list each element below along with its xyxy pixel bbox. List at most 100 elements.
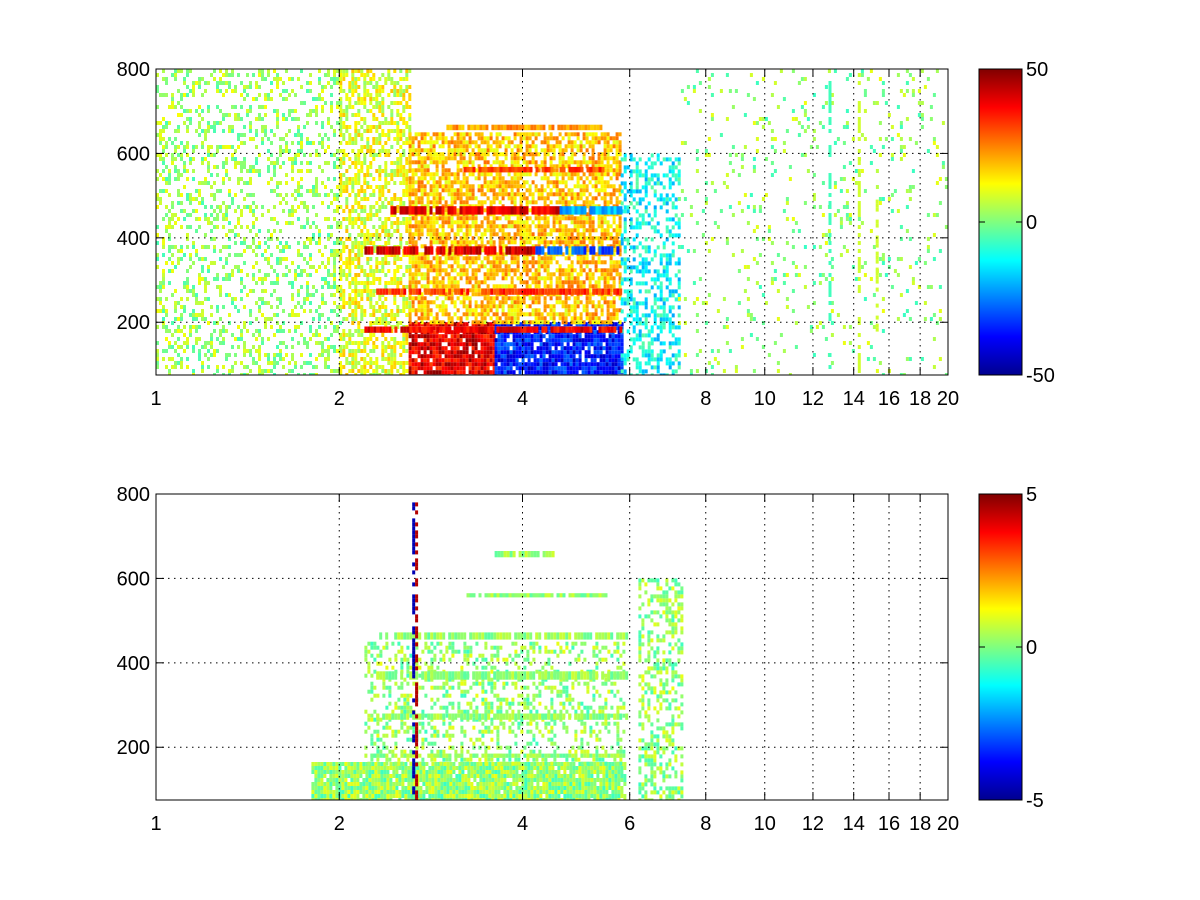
- heatmap-cell: [342, 297, 346, 301]
- heatmap-cell: [402, 189, 406, 193]
- heatmap-cell: [528, 172, 532, 177]
- heatmap-cell: [375, 269, 379, 273]
- heatmap-cell: [369, 81, 373, 85]
- heatmap-cell: [450, 248, 454, 253]
- heatmap-cell: [492, 312, 496, 317]
- heatmap-cell: [276, 121, 279, 125]
- heatmap-cell: [186, 285, 189, 289]
- heatmap-cell: [189, 333, 192, 337]
- heatmap-cell: [261, 213, 264, 217]
- heatmap-cell: [429, 300, 433, 305]
- heatmap-cell: [393, 261, 397, 265]
- heatmap-cell: [309, 241, 312, 245]
- heatmap-cell: [477, 370, 481, 375]
- heatmap-cell: [309, 253, 312, 257]
- heatmap-cell: [228, 369, 231, 373]
- heatmap-cell: [165, 349, 168, 353]
- heatmap-cell: [399, 165, 403, 169]
- heatmap-cell: [513, 268, 517, 273]
- heatmap-cell: [435, 184, 439, 189]
- heatmap-cell: [513, 304, 517, 309]
- heatmap-cell: [279, 153, 282, 157]
- heatmap-cell: [381, 365, 385, 369]
- heatmap-cell: [533, 338, 537, 343]
- heatmap-cell: [492, 232, 496, 237]
- heatmap-cell: [228, 221, 231, 225]
- heatmap-cell: [417, 256, 421, 261]
- heatmap-cell: [486, 346, 490, 351]
- heatmap-cell: [435, 168, 439, 173]
- heatmap-cell: [444, 312, 448, 317]
- heatmap-cell: [177, 177, 180, 181]
- heatmap-cell: [492, 196, 496, 201]
- heatmap-cell: [201, 265, 204, 269]
- heatmap-cell: [525, 188, 529, 193]
- heatmap-cell: [162, 273, 165, 277]
- heatmap-cell: [453, 196, 457, 201]
- heatmap-cell: [384, 177, 388, 181]
- heatmap-cell: [207, 349, 210, 353]
- heatmap-cell: [288, 281, 291, 285]
- heatmap-cell: [180, 173, 183, 177]
- heatmap-cell: [312, 365, 315, 369]
- heatmap-cell: [357, 345, 361, 349]
- heatmap-cell: [506, 334, 510, 339]
- heatmap-cell: [381, 313, 385, 317]
- heatmap-cell: [483, 362, 487, 367]
- heatmap-cell: [438, 366, 442, 371]
- heatmap-cell: [477, 136, 481, 141]
- heatmap-cell: [426, 354, 430, 359]
- heatmap-cell: [342, 181, 346, 185]
- heatmap-cell: [441, 236, 445, 241]
- heatmap-cell: [300, 269, 303, 273]
- heatmap-cell: [441, 224, 445, 229]
- heatmap-cell: [189, 69, 192, 73]
- heatmap-cell: [525, 152, 529, 157]
- heatmap-cell: [279, 229, 282, 233]
- heatmap-cell: [444, 288, 448, 293]
- heatmap-cell: [279, 77, 282, 81]
- heatmap-cell: [444, 240, 448, 245]
- heatmap-cell: [291, 161, 294, 165]
- heatmap-cell: [506, 366, 510, 371]
- heatmap-cell: [291, 209, 294, 213]
- heatmap-cell: [417, 252, 421, 257]
- heatmap-cell: [444, 366, 448, 371]
- heatmap-cell: [432, 338, 436, 343]
- heatmap-cell: [174, 105, 177, 109]
- heatmap-cell: [264, 369, 267, 373]
- heatmap-cell: [363, 341, 367, 345]
- heatmap-cell: [156, 169, 159, 173]
- heatmap-cell: [504, 184, 508, 189]
- heatmap-cell: [447, 188, 451, 193]
- heatmap-cell: [243, 241, 246, 245]
- heatmap-cell: [171, 269, 174, 273]
- heatmap-cell: [360, 309, 364, 313]
- heatmap-cell: [492, 240, 496, 245]
- heatmap-cell: [162, 117, 165, 121]
- heatmap-cell: [228, 229, 231, 233]
- heatmap-cell: [384, 81, 388, 85]
- heatmap-cell: [201, 365, 204, 369]
- heatmap-cell: [291, 213, 294, 217]
- heatmap-cell: [288, 113, 291, 117]
- heatmap-cell: [375, 101, 379, 105]
- heatmap-cell: [438, 152, 442, 157]
- heatmap-cell: [279, 181, 282, 185]
- heatmap-cell: [393, 293, 397, 297]
- heatmap-cell: [231, 145, 234, 149]
- heatmap-cell: [417, 334, 421, 339]
- heatmap-cell: [387, 149, 391, 153]
- heatmap-cell: [366, 229, 370, 233]
- heatmap-cell: [614, 342, 618, 347]
- heatmap-cell: [360, 241, 364, 245]
- heatmap-cell: [342, 121, 346, 125]
- heatmap-cell: [537, 296, 541, 301]
- heatmap-cell: [186, 233, 189, 237]
- heatmap-cell: [587, 370, 591, 375]
- heatmap-cell: [228, 253, 231, 257]
- heatmap-cell: [372, 73, 376, 77]
- heatmap-cell: [501, 152, 505, 157]
- heatmap-cell: [378, 233, 382, 237]
- heatmap-cell: [447, 276, 451, 281]
